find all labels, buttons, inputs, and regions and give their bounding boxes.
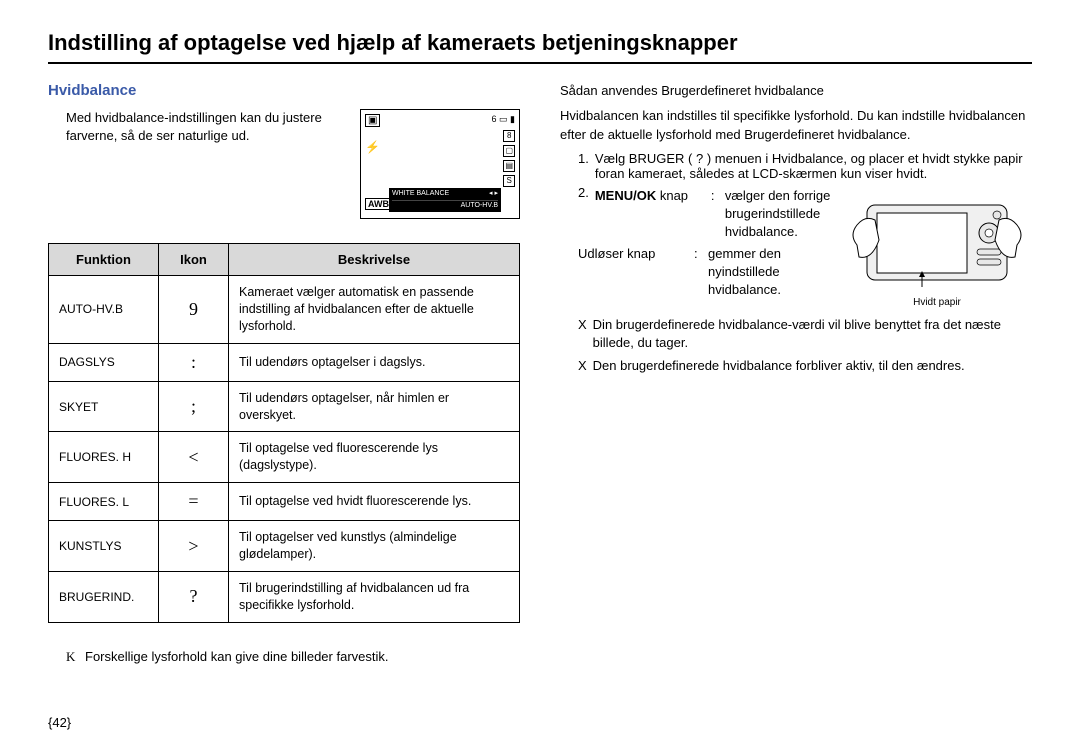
bullet-marker: X <box>578 357 587 376</box>
cell-icon: = <box>159 483 229 521</box>
cell-func: BRUGERIND. <box>49 571 159 622</box>
th-funktion: Funktion <box>49 244 159 276</box>
th-ikon: Ikon <box>159 244 229 276</box>
footnote-text: Forskellige lysforhold kan give dine bil… <box>85 649 388 664</box>
camera-diagram: Hvidt papir <box>842 185 1032 308</box>
lcd-icon-2: ▢ <box>503 145 515 157</box>
lcd-right-icons: 8 ▢ ▤ S <box>503 130 515 187</box>
cell-desc: Kameraet vælger automatisk en passende i… <box>229 276 520 344</box>
cell-func: FLUORES. H <box>49 432 159 483</box>
step2-bold: MENU/OK <box>595 188 656 203</box>
cell-func: FLUORES. L <box>49 483 159 521</box>
cell-desc: Til optagelse ved hvidt fluorescerende l… <box>229 483 520 521</box>
wb-intro-text: Med hvidbalance-indstillingen kan du jus… <box>66 109 348 219</box>
lcd-mode-icon: ▣ <box>365 114 380 127</box>
cell-func: AUTO-HV.B <box>49 276 159 344</box>
step2-val: vælger den forrige brugerindstillede hvi… <box>725 187 832 242</box>
lcd-wb-title: WHITE BALANCE <box>392 190 449 198</box>
custom-wb-heading: Sådan anvendes Brugerdefineret hvidbalan… <box>560 82 1032 101</box>
step2-rest: knap <box>656 188 688 203</box>
th-beskrivelse: Beskrivelse <box>229 244 520 276</box>
table-row: AUTO-HV.B 9 Kameraet vælger automatisk e… <box>49 276 520 344</box>
lcd-icon-4: S <box>503 175 515 187</box>
cell-func: SKYET <box>49 381 159 432</box>
table-row: FLUORES. L = Til optagelse ved hvidt flu… <box>49 483 520 521</box>
lcd-preview: ▣ 6 ▭ ▮ 8 ▢ ▤ S ⚡ AWB WHITE BALANCE◂ ▸ A… <box>360 109 520 219</box>
lcd-status-icons: 6 ▭ ▮ <box>492 114 515 125</box>
cell-func: KUNSTLYS <box>49 521 159 572</box>
cell-func: DAGSLYS <box>49 343 159 381</box>
step2-body: MENU/OK knap : vælger den forrige bruger… <box>595 185 832 242</box>
cell-desc: Til udendørs optagelser i dagslys. <box>229 343 520 381</box>
table-row: SKYET ; Til udendørs optagelser, når him… <box>49 381 520 432</box>
section-heading-whitebalance: Hvidbalance <box>48 82 520 99</box>
shutter-key: Udløser knap <box>578 245 688 300</box>
lcd-menu-bar: WHITE BALANCE◂ ▸ AUTO-HV.B <box>389 188 501 212</box>
cell-icon: 9 <box>159 276 229 344</box>
cell-icon: ; <box>159 381 229 432</box>
lcd-wb-value: AUTO-HV.B <box>392 202 498 210</box>
table-row: BRUGERIND. ? Til brugerindstilling af hv… <box>49 571 520 622</box>
table-row: DAGSLYS : Til udendørs optagelser i dags… <box>49 343 520 381</box>
footnote-marker: K <box>66 649 75 664</box>
step1-text: Vælg BRUGER ( ? ) menuen i Hvidbalance, … <box>595 151 1032 181</box>
bullet1-text: Din brugerdefinerede hvidbalance-værdi v… <box>593 316 1032 354</box>
table-row: FLUORES. H < Til optagelse ved fluoresce… <box>49 432 520 483</box>
cell-desc: Til brugerindstilling af hvidbalancen ud… <box>229 571 520 622</box>
lcd-icon-3: ▤ <box>503 160 515 172</box>
page-number: {42} <box>48 715 71 730</box>
cell-icon: > <box>159 521 229 572</box>
bullet2-text: Den brugerdefinerede hvidbalance forbliv… <box>593 357 965 376</box>
footnote: K Forskellige lysforhold kan give dine b… <box>48 649 520 665</box>
lcd-flash-icon: ⚡ <box>365 140 380 154</box>
bullet-marker: X <box>578 316 587 354</box>
step2-num: 2. <box>578 185 589 242</box>
cell-icon: : <box>159 343 229 381</box>
cell-icon: < <box>159 432 229 483</box>
right-column: Sådan anvendes Brugerdefineret hvidbalan… <box>560 82 1032 665</box>
step1-num: 1. <box>578 151 589 181</box>
left-column: Hvidbalance Med hvidbalance-indstillinge… <box>48 82 520 665</box>
cell-desc: Til optagelse ved fluorescerende lys (da… <box>229 432 520 483</box>
content-columns: Hvidbalance Med hvidbalance-indstillinge… <box>48 82 1032 665</box>
diagram-caption: Hvidt papir <box>842 297 1032 308</box>
custom-wb-intro: Hvidbalancen kan indstilles til specifik… <box>560 107 1032 145</box>
colon: : <box>694 245 702 300</box>
lcd-icon-1: 8 <box>503 130 515 142</box>
page-title: Indstilling af optagelse ved hjælp af ka… <box>48 30 1032 64</box>
table-row: KUNSTLYS > Til optagelser ved kunstlys (… <box>49 521 520 572</box>
lcd-awb-label: AWB <box>365 198 392 210</box>
colon: : <box>711 187 719 242</box>
cell-icon: ? <box>159 571 229 622</box>
whitebalance-table: Funktion Ikon Beskrivelse AUTO-HV.B 9 Ka… <box>48 243 520 623</box>
cell-desc: Til udendørs optagelser, når himlen er o… <box>229 381 520 432</box>
shutter-val: gemmer den nyindstillede hvidbalance. <box>708 245 832 300</box>
cell-desc: Til optagelser ved kunstlys (almindelige… <box>229 521 520 572</box>
